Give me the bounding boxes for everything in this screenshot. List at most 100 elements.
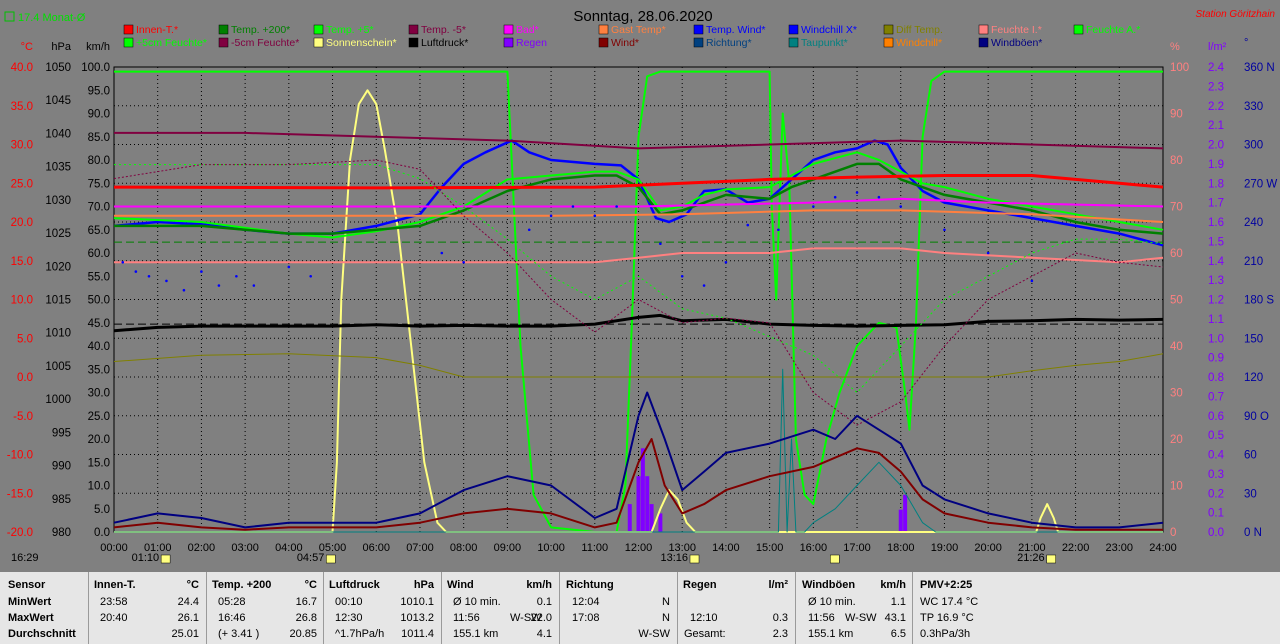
kmh-axis-tick: 25.0 (88, 411, 110, 423)
table-cell: 22.0 (530, 612, 552, 624)
marker-icon (326, 554, 336, 564)
table-cell: 43.1 (884, 612, 906, 624)
table-cell: 24.4 (177, 596, 199, 608)
x-tick: 09:00 (494, 542, 522, 554)
celsius-axis-tick: -10.0 (7, 450, 33, 462)
series-dot (462, 261, 465, 264)
x-tick: 06:00 (362, 542, 390, 554)
x-tick: 10:00 (537, 542, 565, 554)
x-tick: 17:00 (843, 542, 871, 554)
station-name: Station Göritzhain (1196, 9, 1276, 20)
series-line (113, 151, 1164, 239)
legend-swatch (978, 37, 989, 48)
table-header: Richtung (566, 579, 614, 591)
series-dot (549, 214, 553, 218)
hpa-axis-tick: 1000 (45, 394, 71, 406)
celsius-axis-tick: 5.0 (17, 333, 33, 345)
table-header: Sensor (8, 579, 46, 591)
kmh-axis-tick: 95.0 (88, 85, 110, 97)
x-tick: 04:00 (275, 542, 303, 554)
rain-bar (640, 448, 645, 532)
series-line (113, 313, 1164, 333)
marker-icon (689, 554, 700, 564)
series-dot (724, 261, 728, 264)
direction-axis-tick: 30 (1244, 488, 1257, 500)
table-cell: 6.5 (890, 628, 906, 640)
weather-chart: °C 40.0 35.0 30.0 25.0 20.0 15.0 10.0 5.0 0.0 -5.0… (4, 8, 1278, 564)
legend-swatch (503, 24, 514, 35)
series-dot (121, 261, 125, 264)
table-header: Innen-T. (94, 579, 136, 591)
x-tick: 11:00 (581, 542, 608, 554)
kmh-axis-tick: 90.0 (88, 109, 110, 121)
x-tick: 18:00 (887, 542, 915, 554)
legend-label: Richtung* (706, 37, 752, 49)
rain-axis-tick: 1.0 (1208, 333, 1224, 345)
hpa-axis-tick: 1035 (45, 162, 71, 174)
series-dot (252, 284, 256, 287)
table-cell: 23:58 (100, 596, 128, 608)
x-tick: 20:00 (974, 542, 1002, 554)
table-separator (206, 572, 207, 644)
direction-axis-tick: 60 (1244, 450, 1257, 462)
table-unit: km/h (880, 579, 906, 591)
rain-axis-tick: 2.1 (1208, 120, 1224, 132)
series-dot (217, 284, 221, 287)
table-header: Temp. +200 (212, 579, 272, 591)
direction-axis-tick: 270 W (1244, 178, 1277, 190)
series-dot (287, 265, 291, 269)
hpa-axis-tick: 1050 (45, 62, 71, 74)
series-line (114, 162, 1164, 235)
rain-axis-tick: 0.9 (1208, 353, 1224, 365)
series-dot (680, 274, 684, 278)
rain-axis-tick: 2.0 (1208, 140, 1224, 152)
table-row-label: Durchschnitt (8, 628, 76, 640)
celsius-axis-tick: 30.0 (11, 140, 33, 152)
series-dot (165, 279, 168, 283)
rain-axis-tick: 2.3 (1208, 81, 1224, 93)
legend-swatch (313, 24, 324, 35)
series-dot (746, 223, 750, 227)
series-dot (571, 205, 575, 208)
rain-bar (627, 504, 632, 532)
direction-axis-tick: 150 (1244, 333, 1263, 345)
hpa-axis-tick: 1040 (45, 128, 71, 140)
rain-bar (903, 494, 908, 532)
x-tick: 00:00 (100, 542, 128, 554)
marker-label: 13:16 (660, 552, 688, 564)
rain-axis-unit: l/m² (1208, 41, 1227, 53)
percent-axis-unit: % (1170, 41, 1180, 53)
table-cell: 1013.2 (400, 612, 434, 624)
table-cell: 16:46 (218, 612, 246, 624)
table-cell: Ø 10 min. (808, 596, 856, 608)
legend: Innen-T.* Temp. +200* Temp. +5* Temp. -5* Ba… (123, 24, 1140, 49)
direction-axis-tick: 300 (1244, 140, 1263, 152)
legend-label: -5cm Feuchte* (231, 37, 299, 49)
legend-label: Bad* (516, 24, 539, 36)
series-dot (182, 288, 186, 292)
monthly-avg-icon (4, 11, 15, 22)
legend-label: Windchill X* (801, 24, 857, 36)
marker-label: 21:26 (1017, 552, 1045, 564)
series-dot (943, 228, 946, 232)
legend-swatch (218, 24, 229, 35)
rain-axis-tick: 2.2 (1208, 101, 1224, 113)
marker-label: 04:57 (297, 552, 325, 564)
table-cell: 1.1 (890, 596, 906, 608)
celsius-axis-tick: 10.0 (11, 295, 33, 307)
direction-axis-unit: ° (1244, 37, 1248, 49)
marker-label: 01:10 (132, 552, 160, 564)
marker-label: 16:29 (11, 552, 39, 564)
series-dot (812, 205, 815, 208)
series-dot (899, 205, 903, 208)
table-cell: 4.1 (536, 628, 552, 640)
legend-label: Windchill* (896, 37, 942, 49)
series-line (114, 368, 1163, 533)
table-cell: 11:56 (808, 612, 835, 624)
rain-axis-tick: 0.0 (1208, 527, 1224, 539)
x-tick: 23:00 (1106, 542, 1134, 554)
direction-axis-tick: 0 N (1244, 527, 1262, 539)
rain-axis-tick: 0.6 (1208, 411, 1224, 423)
x-tick: 03:00 (231, 542, 259, 554)
series-dot (659, 242, 662, 245)
